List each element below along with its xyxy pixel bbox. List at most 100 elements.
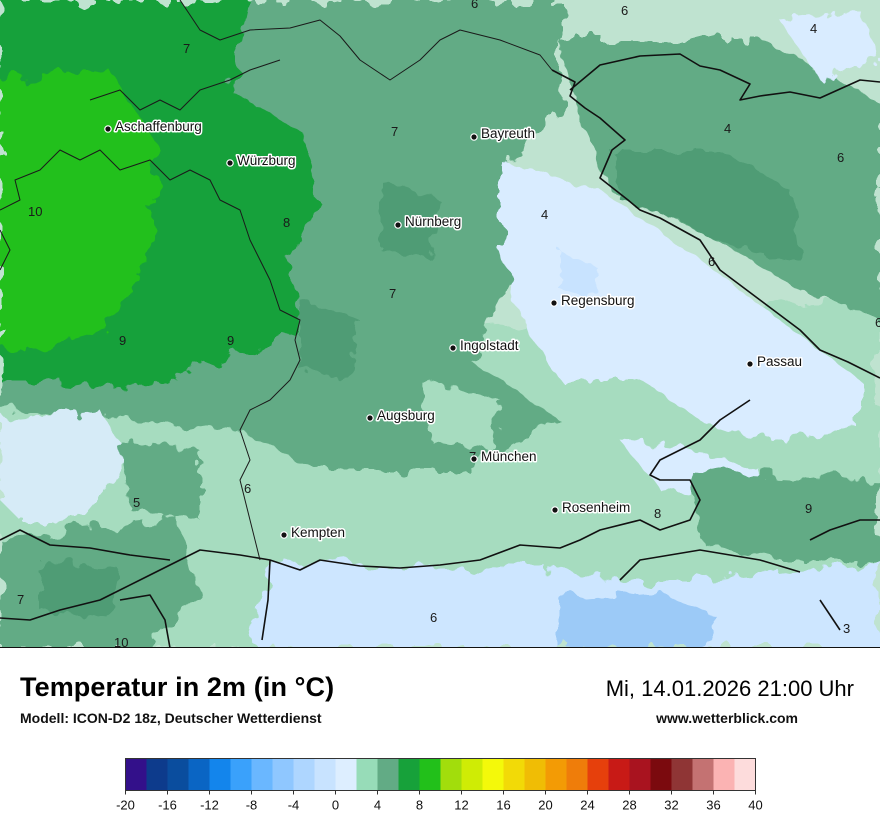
legend-swatch [545,758,567,791]
temperature-field [0,0,880,648]
legend-tick-label: 40 [748,798,762,813]
city-muenchen[interactable]: München [470,448,538,466]
isotherm-label: 10 [28,204,42,219]
legend-swatch [692,758,714,791]
legend-swatch [188,758,210,791]
legend-swatch [482,758,504,791]
legend-swatch [608,758,630,791]
legend-swatch [125,758,147,791]
isotherm-label: 7 [183,41,190,56]
temperature-map: 6 6 4 7 7 4 6 10 8 4 6 7 9 9 6 5 6 7 8 9… [0,0,880,648]
footer: Temperatur in 2m (in °C) Modell: ICON-D2… [0,648,880,830]
state-borders [0,0,553,561]
legend-swatches [125,758,756,791]
city-label: Regensburg [561,293,635,308]
city-dot [550,299,558,307]
legend-tick-label: -4 [288,798,300,813]
city-label: München [481,449,537,464]
city-kempten[interactable]: Kempten [280,524,347,542]
legend-tick-label: 4 [374,798,381,813]
temperature-detail [40,10,880,620]
legend-tick-label: 28 [622,798,636,813]
legend-swatch [314,758,336,791]
legend-tick-label: -20 [116,798,135,813]
legend-swatch [377,758,399,791]
page-title: Temperatur in 2m (in °C) [20,672,335,702]
city-dot [226,159,234,167]
isotherm-label: 6 [621,3,628,18]
city-label: Aschaffenburg [115,119,202,134]
city-label: Kempten [291,525,345,540]
legend-swatch [650,758,672,791]
city-regensburg[interactable]: Regensburg [550,292,636,310]
isotherm-label: 6 [430,610,437,625]
isotherm-label: 6 [471,0,478,11]
legend-swatch [461,758,483,791]
website-link[interactable]: www.wetterblick.com [656,710,798,726]
legend-swatch [146,758,168,791]
city-augsburg[interactable]: Augsburg [366,407,436,425]
legend-swatch [251,758,273,791]
legend-swatch [524,758,546,791]
isotherm-labels: 6 6 4 7 7 4 6 10 8 4 6 7 9 9 6 5 6 7 8 9… [17,0,880,648]
legend-tick-label: 36 [706,798,720,813]
legend-swatch [629,758,651,791]
legend-swatch [356,758,378,791]
isotherm-label: 5 [133,495,140,510]
legend-tick-label: 20 [538,798,552,813]
legend-swatch [335,758,357,791]
legend-tick-label: -12 [200,798,219,813]
isotherm-label: 8 [283,215,290,230]
city-label: Augsburg [377,408,435,423]
legend-swatch [272,758,294,791]
legend-tick-label: -16 [158,798,177,813]
legend-swatch [734,758,756,791]
legend-swatch [167,758,189,791]
legend-swatch [230,758,252,791]
city-aschaffenburg[interactable]: Aschaffenburg [104,118,203,136]
city-ingolstadt[interactable]: Ingolstadt [449,337,520,355]
isotherm-label: 7 [17,592,24,607]
city-dot [280,531,288,539]
legend-tick-label: 16 [496,798,510,813]
isotherm-label: 3 [843,621,850,636]
city-label: Bayreuth [481,126,535,141]
isotherm-label: 8 [654,506,661,521]
city-dot [551,506,559,514]
isotherm-label: 6 [875,315,880,330]
city-dot [104,125,112,133]
legend-frame [125,758,756,791]
isotherm-label: 4 [724,121,731,136]
city-label: Passau [757,354,802,369]
city-dot [366,414,374,422]
legend-tick-label: 24 [580,798,594,813]
legend-tick-label: 32 [664,798,678,813]
color-legend: -20 -16 -12 -8 -4 0 4 8 12 16 20 24 28 32 36 40 [116,758,763,813]
isotherm-label: 4 [541,207,548,222]
city-label: Rosenheim [562,500,630,515]
city-dot [746,360,754,368]
city-bayreuth[interactable]: Bayreuth [470,125,537,143]
valid-datetime: Mi, 14.01.2026 21:00 Uhr [605,676,854,701]
legend-tick-label: 8 [416,798,423,813]
isotherm-label: 4 [810,21,817,36]
legend-swatch [398,758,420,791]
city-nuernberg[interactable]: Nürnberg [394,213,463,231]
city-dot [394,221,402,229]
isotherm-label: 6 [244,481,251,496]
city-passau[interactable]: Passau [746,353,804,371]
map-canvas: 6 6 4 7 7 4 6 10 8 4 6 7 9 9 6 5 6 7 8 9… [0,0,880,648]
city-label: Ingolstadt [460,338,519,353]
isotherm-label: 9 [805,501,812,516]
legend-swatch [566,758,588,791]
legend-swatch [671,758,693,791]
city-wuerzburg[interactable]: Würzburg [226,152,297,170]
isotherm-label: 7 [389,286,396,301]
legend-swatch [209,758,231,791]
legend-swatch [587,758,609,791]
city-label: Würzburg [237,153,296,168]
legend-ticks: -20 -16 -12 -8 -4 0 4 8 12 16 20 24 28 32 36 40 [116,790,763,813]
city-dot [449,344,457,352]
city-rosenheim[interactable]: Rosenheim [551,499,632,517]
legend-tick-label: -8 [246,798,258,813]
